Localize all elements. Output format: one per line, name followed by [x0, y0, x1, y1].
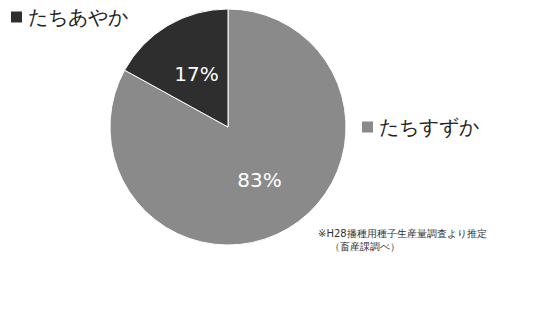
svg-text:（畜産課調べ）: （畜産課調べ）	[330, 241, 400, 252]
svg-text:たちすずか: たちすずか	[379, 115, 479, 139]
svg-text:たちあやか: たちあやか	[28, 5, 128, 29]
svg-text:17%: 17%	[174, 62, 218, 86]
svg-text:※H28播種用種子生産量調査より推定: ※H28播種用種子生産量調査より推定	[318, 228, 487, 239]
svg-text:83%: 83%	[237, 168, 281, 192]
